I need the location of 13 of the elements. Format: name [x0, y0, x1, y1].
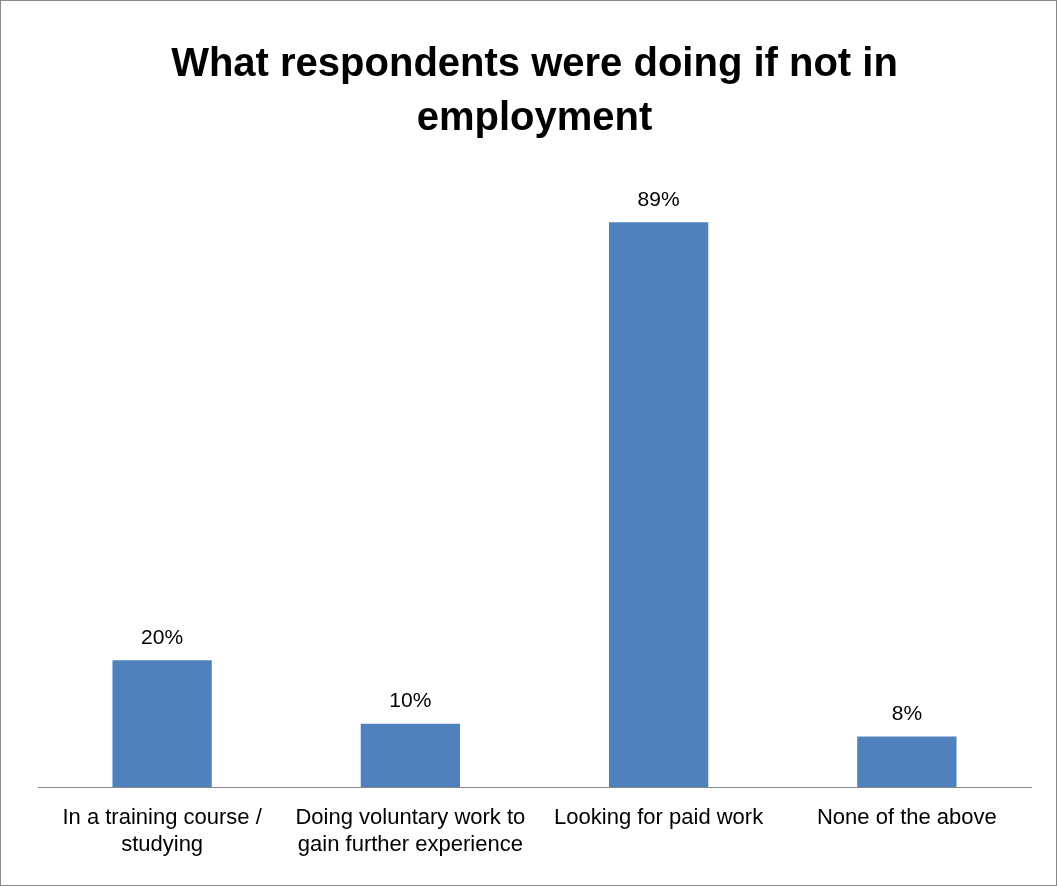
x-tick-label: Looking for paid work [554, 804, 765, 830]
data-label: 20% [141, 624, 184, 648]
data-label: 8% [891, 700, 923, 724]
bar [857, 736, 957, 788]
data-label: 10% [389, 688, 432, 712]
x-tick-label: None of the above [816, 804, 997, 830]
bar [360, 723, 461, 788]
bar [112, 660, 212, 788]
chart-title: What respondents were doing if not in employment [171, 40, 898, 139]
x-tick-label: Doing voluntary work to gain further experience [295, 804, 526, 856]
x-tick-label: In a training course / studying [62, 804, 263, 856]
data-label: 89% [637, 186, 680, 210]
bar [608, 222, 709, 788]
